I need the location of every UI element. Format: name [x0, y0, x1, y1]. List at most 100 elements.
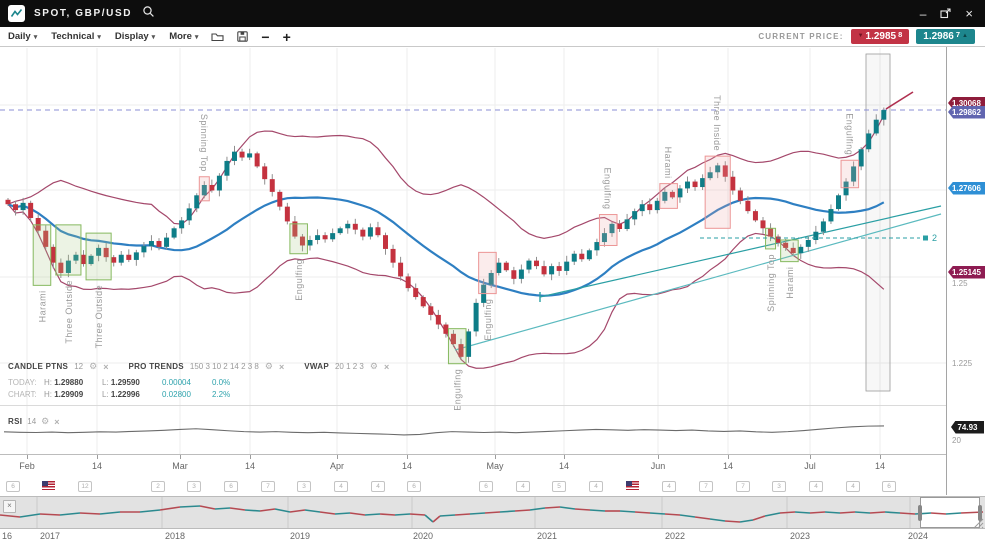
event-count-icon[interactable]: 3: [772, 481, 786, 492]
pattern-box[interactable]: [704, 155, 731, 229]
event-count-icon[interactable]: 4: [846, 481, 860, 492]
rsi-line: [3, 425, 885, 436]
navigator-selection-window[interactable]: [920, 497, 981, 528]
price-badge: 1.29862: [948, 105, 985, 119]
pattern-box[interactable]: [780, 239, 799, 263]
event-count-icon[interactable]: 7: [699, 481, 713, 492]
stats-percent: 0.0%: [212, 378, 231, 387]
event-count-icon[interactable]: 6: [882, 481, 896, 492]
pattern-box[interactable]: [840, 159, 860, 189]
event-count-icon[interactable]: 6: [224, 481, 238, 492]
stats-change: 0.02800: [162, 389, 191, 399]
menu-host: Daily ▾ Technical ▾ Display ▾ More ▾: [0, 31, 198, 42]
navigator-close-button[interactable]: ×: [3, 500, 16, 513]
event-count-icon[interactable]: 12: [78, 481, 92, 492]
ask-value: 1.2986: [923, 31, 954, 42]
x-axis-label: 14: [244, 461, 255, 471]
close-icon[interactable]: ×: [278, 361, 285, 372]
zoom-out-button[interactable]: −: [261, 28, 270, 45]
minimize-button[interactable]: –: [919, 6, 927, 21]
close-icon[interactable]: ×: [383, 361, 390, 372]
year-label: 2017: [40, 531, 61, 541]
x-axis-label: 14: [558, 461, 569, 471]
gear-icon[interactable]: ⚙: [41, 416, 50, 426]
pattern-box[interactable]: [447, 328, 467, 365]
pattern-box[interactable]: [198, 176, 210, 202]
event-count-icon[interactable]: 6: [6, 481, 20, 492]
year-label: 2022: [665, 531, 686, 541]
x-axis-label: 14: [91, 461, 102, 471]
pattern-label: Spinning Top: [199, 114, 209, 172]
event-count-icon[interactable]: 4: [589, 481, 603, 492]
stats-low: L: 1.29590: [102, 378, 140, 387]
trendline[interactable]: [539, 205, 942, 298]
event-count-icon[interactable]: 4: [662, 481, 676, 492]
event-count-icon[interactable]: 3: [297, 481, 311, 492]
price-tick-label: 1.225: [952, 359, 973, 368]
us-flag-icon[interactable]: [626, 481, 639, 490]
search-icon[interactable]: [142, 5, 155, 23]
open-folder-icon[interactable]: [211, 31, 224, 42]
menu-technical[interactable]: Technical ▾: [51, 31, 101, 42]
candles[interactable]: [5, 107, 887, 363]
instrument-title: SPOT, GBP/USD: [34, 8, 133, 19]
zoom-in-button[interactable]: +: [282, 28, 291, 45]
menu-more[interactable]: More ▾: [169, 31, 198, 42]
pattern-box[interactable]: [85, 232, 112, 281]
chevron-down-icon: ▾: [194, 33, 199, 41]
navigator-left-handle[interactable]: [918, 505, 922, 521]
gear-icon[interactable]: ⚙: [264, 361, 273, 371]
pattern-box[interactable]: [289, 223, 308, 255]
timeline-navigator[interactable]: ×: [0, 496, 985, 529]
close-icon[interactable]: ×: [54, 416, 60, 427]
price-axis[interactable]: 1.25 1.225 1.30068 1.29862 1.27606 1.25145 20 7…: [946, 46, 985, 495]
event-count-icon[interactable]: 2: [151, 481, 165, 492]
app-logo-icon: [8, 5, 25, 22]
event-count-icon[interactable]: 6: [407, 481, 421, 492]
close-button[interactable]: ×: [965, 5, 973, 21]
event-count-icon[interactable]: 4: [371, 481, 385, 492]
event-count-icon[interactable]: 3: [187, 481, 201, 492]
event-count-icon[interactable]: 4: [516, 481, 530, 492]
stats-label: TODAY:: [8, 378, 37, 387]
gear-icon[interactable]: ⚙: [369, 361, 378, 371]
navigator-chart: [0, 497, 984, 528]
pattern-box[interactable]: [765, 227, 777, 250]
save-icon[interactable]: [237, 31, 249, 42]
event-count-icon[interactable]: 7: [736, 481, 750, 492]
pattern-box[interactable]: [598, 214, 618, 246]
event-count-icon[interactable]: 4: [334, 481, 348, 492]
pattern-label: Engulfing: [844, 113, 854, 155]
trendline[interactable]: [454, 213, 942, 351]
pattern-box[interactable]: [478, 251, 497, 295]
pattern-box[interactable]: [55, 224, 82, 276]
close-icon[interactable]: ×: [103, 361, 109, 372]
resize-grip[interactable]: [971, 516, 985, 529]
rsi-name: RSI: [8, 417, 23, 426]
event-count-icon[interactable]: 7: [261, 481, 275, 492]
indicator-params: 12: [74, 362, 84, 371]
pattern-box[interactable]: [659, 183, 678, 209]
stats-label: CHART:: [8, 389, 37, 399]
year-label: 2024: [908, 531, 929, 541]
panel-divider[interactable]: [0, 405, 985, 406]
event-count-icon[interactable]: 4: [809, 481, 823, 492]
pattern-label: Three Outside: [64, 280, 74, 344]
menu-display[interactable]: Display ▾: [115, 31, 155, 42]
popout-icon[interactable]: [940, 7, 951, 20]
main-chart[interactable]: Harami Three Outside Three Outside Spinning…: [0, 0, 946, 544]
pattern-box[interactable]: [32, 224, 52, 286]
menu-label: Daily: [8, 31, 31, 42]
pattern-label: Harami: [785, 267, 795, 299]
stats-low: L: 1.22996: [102, 389, 140, 399]
menu-daily[interactable]: Daily ▾: [8, 31, 37, 42]
price-stats: TODAY: H: 1.29880 L: 1.29590 0.00004 0.0% CHA…: [8, 377, 230, 400]
us-flag-icon[interactable]: [42, 481, 55, 490]
event-count-icon[interactable]: 6: [479, 481, 493, 492]
event-count-icon[interactable]: 5: [552, 481, 566, 492]
x-axis-label: Mar: [172, 461, 188, 471]
panel-divider-rsi[interactable]: [0, 454, 985, 455]
gear-icon[interactable]: ⚙: [89, 361, 98, 371]
pattern-label: Spinning Top: [766, 254, 776, 312]
navigator-right-handle[interactable]: [978, 505, 982, 521]
